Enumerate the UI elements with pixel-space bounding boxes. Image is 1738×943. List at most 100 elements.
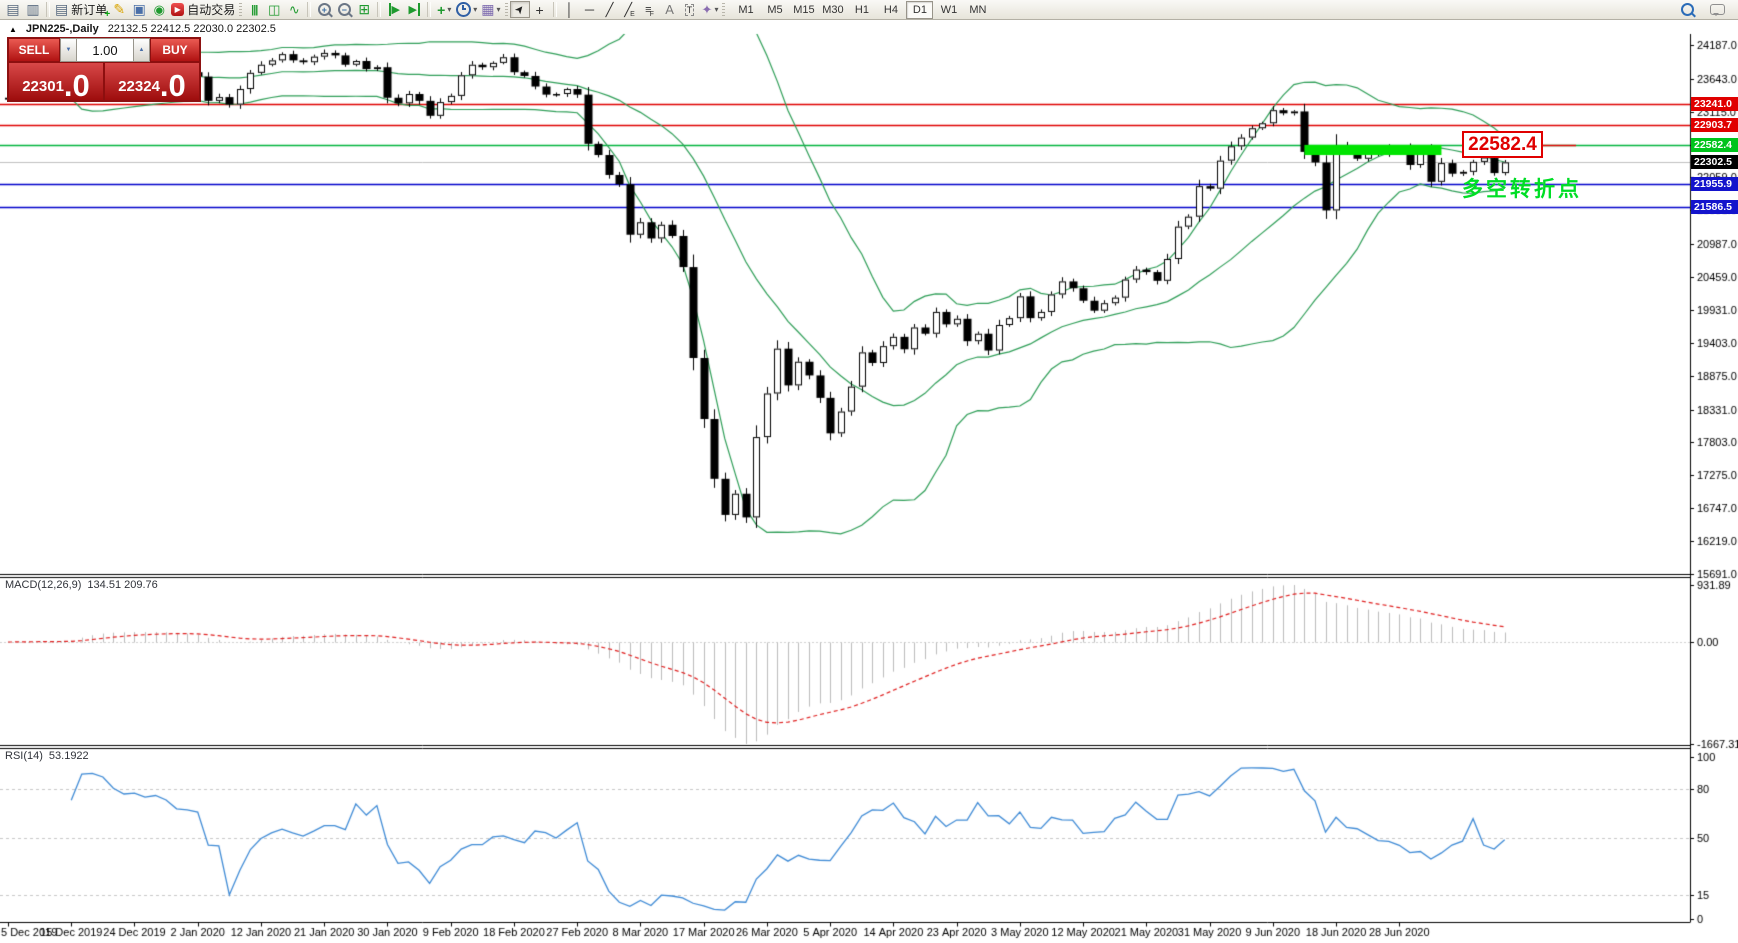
auto-scroll-button[interactable]: ▶ xyxy=(384,1,404,18)
timeframe-m5[interactable]: M5 xyxy=(767,3,783,16)
zoom-in-button[interactable]: + xyxy=(314,1,334,18)
add-indicator-button[interactable]: + ▾ xyxy=(434,1,454,18)
rsi-value: 53.1922 xyxy=(48,750,89,762)
toolbar-separator xyxy=(377,2,382,17)
timeframe-group: M1 M5 M15 M30 H1 H4 D1 W1 MN xyxy=(731,0,992,19)
vertical-line-button[interactable]: │ xyxy=(560,1,580,18)
equidistant-channel-button[interactable]: ╱ E xyxy=(620,1,640,19)
fibonacci-icon: ≡ xyxy=(645,3,652,16)
zoom-in-icon: + xyxy=(317,3,331,16)
vertical-line-icon: │ xyxy=(565,2,574,17)
timeframe-w1[interactable]: W1 xyxy=(940,3,958,16)
price-level-label-22903.7: 22903.7 xyxy=(1691,117,1738,132)
horizontal-line-icon: ─ xyxy=(584,2,595,17)
signals-button[interactable]: ◉ xyxy=(149,1,169,18)
text-icon: A xyxy=(665,2,674,17)
cursor-icon: ➤ xyxy=(512,2,528,18)
horizontal-line-button[interactable]: ─ xyxy=(580,1,600,18)
toolbar-drag-handle[interactable] xyxy=(722,2,726,17)
sell-price-int: 22301 xyxy=(22,78,64,95)
line-chart-icon: ∿ xyxy=(288,1,300,17)
chat-button[interactable] xyxy=(1707,1,1727,18)
toolbar-drag-handle[interactable] xyxy=(239,2,243,17)
new-order-icon: ▤ xyxy=(55,1,69,17)
template-icon: ▦ xyxy=(481,1,495,17)
periods-button[interactable]: ▾ xyxy=(454,1,479,18)
price-callout-box[interactable]: 22582.4 xyxy=(1462,131,1543,158)
arrows-button[interactable]: ✦ ▾ xyxy=(700,1,721,18)
volume-increase-button[interactable]: ▲ xyxy=(133,38,150,62)
add-indicator-icon: + xyxy=(437,1,446,18)
crosshair-icon: + xyxy=(535,1,544,18)
toolbar-drag-handle[interactable] xyxy=(504,2,508,17)
auto-scroll-icon: ▶ xyxy=(388,3,400,16)
ohlc-values: 22132.5 22412.5 22030.0 22302.5 xyxy=(107,23,276,35)
timeframe-m1[interactable]: M1 xyxy=(738,3,754,16)
fibonacci-button[interactable]: ≡ F xyxy=(640,1,660,19)
new-order-label: 新订单 xyxy=(71,3,108,17)
buy-price-int: 22324 xyxy=(118,78,160,95)
sell-button[interactable]: SELL xyxy=(8,38,60,62)
volume-decrease-button[interactable]: ▼ xyxy=(60,38,77,62)
dropdown-icon: ▾ xyxy=(447,5,452,14)
profiles-button[interactable]: ▥ xyxy=(23,1,43,18)
chart-shift-icon: ▶ xyxy=(409,3,420,16)
main-toolbar: ▤ ▥ ▤ + 新订单 ✎ ▣ ◉ ▶ 自动交易 ||| ◫ ∿ + − ⊞ ▶… xyxy=(0,0,1738,20)
text-button[interactable]: A xyxy=(660,1,680,18)
timeframe-h1[interactable]: H1 xyxy=(854,3,869,16)
fibonacci-f-label: F xyxy=(649,11,654,18)
timeframe-m15[interactable]: M15 xyxy=(793,3,815,16)
channel-icon: ╱ xyxy=(624,1,633,17)
sell-price-pips: .0 xyxy=(63,68,90,103)
vps-button[interactable]: ▣ xyxy=(129,1,149,18)
plus-icon: + xyxy=(104,9,111,20)
price-level-label-21955.9: 21955.9 xyxy=(1691,176,1738,191)
symbol-period-label: JPN225-,Daily xyxy=(25,23,99,35)
cursor-button[interactable]: ➤ xyxy=(509,1,530,18)
autotrading-icon: ▶ xyxy=(171,3,185,16)
toolbar-separator xyxy=(46,2,50,17)
toolbar-separator xyxy=(552,2,557,17)
signal-icon: ◉ xyxy=(153,1,165,17)
candlestick-chart-button[interactable]: ◫ xyxy=(264,1,284,18)
price-level-label-21586.5: 21586.5 xyxy=(1691,199,1738,214)
timeframe-d1[interactable]: D1 xyxy=(906,0,934,19)
dropdown-icon: ▾ xyxy=(496,5,501,14)
templates-button[interactable]: ▦ ▾ xyxy=(479,1,502,18)
autotrading-button[interactable]: ▶ 自动交易 xyxy=(169,1,237,18)
crosshair-button[interactable]: + xyxy=(530,1,550,18)
search-button[interactable] xyxy=(1677,1,1697,18)
timeframe-mn[interactable]: MN xyxy=(969,3,987,16)
chart-shift-button[interactable]: ▶ xyxy=(404,1,424,18)
chat-icon xyxy=(1709,4,1725,16)
buy-price-button[interactable]: 22324 .0 xyxy=(104,62,200,101)
clock-icon xyxy=(456,2,472,17)
sell-price-button[interactable]: 22301 .0 xyxy=(8,62,104,101)
trendline-button[interactable]: ╱ xyxy=(600,1,620,18)
buy-price-pips: .0 xyxy=(159,68,186,103)
buy-button[interactable]: BUY xyxy=(150,38,200,62)
annotation-note[interactable]: 多空转折点 xyxy=(1462,178,1582,201)
channel-e-label: E xyxy=(630,11,635,18)
new-order-button[interactable]: ▤ + 新订单 xyxy=(53,1,111,20)
volume-input[interactable]: 1.00 xyxy=(77,38,133,62)
toolbar-separator xyxy=(307,2,312,17)
zoom-out-button[interactable]: − xyxy=(334,1,354,18)
timeframe-h4[interactable]: H4 xyxy=(883,3,898,16)
dropdown-icon: ▾ xyxy=(714,5,719,14)
metaeditor-button[interactable]: ✎ xyxy=(109,1,129,18)
search-icon xyxy=(1680,3,1694,16)
macd-values: 134.51 209.76 xyxy=(87,579,158,591)
text-label-button[interactable]: T xyxy=(680,1,700,18)
line-chart-button[interactable]: ∿ xyxy=(284,1,304,18)
price-chart-canvas[interactable] xyxy=(0,20,1738,943)
profiles-icon: ▥ xyxy=(26,1,40,17)
zoom-out-icon: − xyxy=(337,3,351,16)
bar-chart-button[interactable]: ||| xyxy=(244,1,264,18)
tile-windows-button[interactable]: ⊞ xyxy=(354,1,374,18)
new-chart-button[interactable]: ▤ xyxy=(3,1,23,18)
price-level-label-22302.5: 22302.5 xyxy=(1691,155,1738,170)
chart-header: ▲ JPN225-,Daily 22132.5 22412.5 22030.0 … xyxy=(9,23,276,35)
timeframe-m30[interactable]: M30 xyxy=(822,3,844,16)
chart-window: ▲ JPN225-,Daily 22132.5 22412.5 22030.0 … xyxy=(0,20,1738,943)
